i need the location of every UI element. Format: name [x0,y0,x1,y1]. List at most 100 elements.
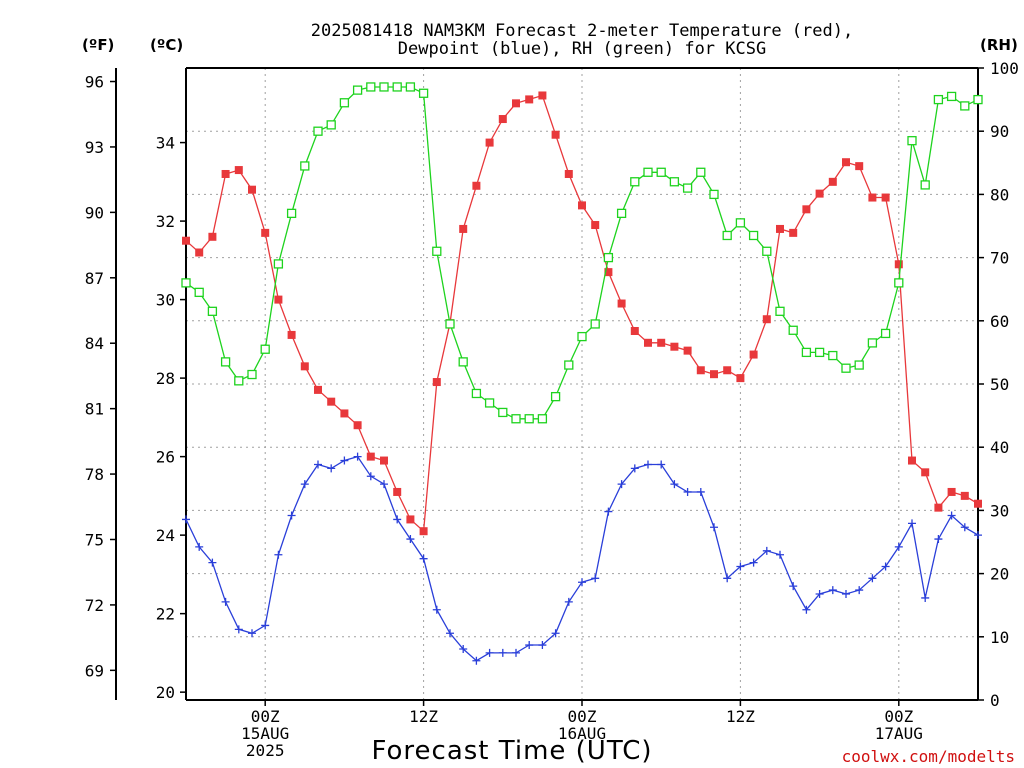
dewpoint-point [366,472,375,481]
x-tick-label: 15AUG [241,724,289,743]
rh-tick-label: 0 [990,691,1000,710]
fahrenheit-tick-label: 78 [85,465,104,484]
fahrenheit-unit-label: (ºF) [82,36,114,54]
temperature-point [300,362,309,371]
rh-point [762,246,772,256]
temperature-point [551,130,560,139]
rh-point [418,88,429,98]
temperature-point [353,421,362,430]
dewpoint-point [802,605,811,614]
temperature-point [842,158,850,167]
rh-point [841,363,851,373]
dewpoint-point [644,460,652,469]
dewpoint-point [696,487,705,496]
rh-point [933,94,944,105]
fahrenheit-tick-label: 87 [85,269,104,288]
dewpoint-point [551,629,560,638]
temperature-point [261,228,270,237]
temperature-point [459,224,468,233]
x-tick-label: 2025 [246,741,285,760]
temperature-point [683,346,692,355]
dewpoint-point [261,621,270,630]
dewpoint-point [274,550,283,559]
x-tick-label: 00Z [251,707,280,726]
dewpoint-point [974,531,982,540]
celsius-axis: 20 22 24 26 28 30 32 34 [156,134,186,702]
temperature-point [604,268,613,277]
dewpoint-point [815,590,824,599]
dewpoint-point [327,464,336,473]
rh-tick-label: 20 [990,565,1009,584]
rh-tick-label: 80 [990,185,1009,204]
dewpoint-point [828,586,837,595]
rh-tick-label: 50 [990,375,1009,394]
dewpoint-point [960,523,969,532]
rh-point [854,360,864,370]
dewpoint-point [498,648,507,657]
celsius-tick-label: 22 [156,605,175,624]
celsius-tick-label: 32 [156,212,175,231]
dewpoint-point [564,597,573,606]
dewpoint-point [248,629,256,638]
temperature-point [908,456,916,465]
rh-point [511,414,521,424]
temperature-point [578,201,586,210]
x-tick-label: 12Z [726,707,755,726]
rh-point [946,91,957,102]
temperature-point [762,315,771,324]
celsius-unit-label: (ºC) [150,36,183,54]
rh-point [286,208,297,219]
temperature-point [670,342,679,351]
temperature-point [776,224,784,233]
celsius-tick-label: 30 [156,291,175,310]
x-tick-label: 00Z [568,707,597,726]
temperature-point [366,452,375,461]
dewpoint-point [287,511,296,520]
dewpoint-point [538,641,547,650]
dewpoint-point [380,480,388,489]
rh-point [788,325,798,335]
rh-point [432,246,442,256]
temperature-point [894,260,903,269]
temperature-point [327,397,336,406]
rh-point [577,331,587,342]
rh-point [722,230,732,241]
dewpoint-point [393,515,402,524]
rh-point [603,252,614,263]
rh-point [220,357,231,367]
rh-point [682,183,693,193]
dewpoint-point [182,515,190,524]
rh-point [696,167,706,177]
dewpoint-point [446,629,454,638]
dewpoint-point [894,542,903,551]
temperature-point [340,409,349,418]
temperature-point [947,487,956,496]
rh-point [458,357,468,367]
dewpoint-point [578,578,586,587]
temperature-point [498,115,507,124]
celsius-tick-label: 20 [156,683,175,702]
temperature-point [274,295,283,304]
celsius-tick-label: 34 [156,134,175,153]
dewpoint-point [723,574,732,583]
rh-point [260,344,270,354]
dewpoint-point [617,480,626,489]
dewpoint-point [340,456,349,465]
dewpoint-point [485,648,494,657]
dewpoint-point [459,644,468,653]
rh-point [643,167,653,177]
dewpoint-point [855,586,864,595]
dewpoint-point [921,593,930,602]
dewpoint-point [842,590,850,599]
dewpoint-point [710,523,718,532]
temperature-point [195,248,204,257]
temperature-point [789,228,798,237]
temperature-point [723,366,732,375]
rh-axis: 0 10 20 30 40 50 60 70 80 90 100 [978,59,1019,710]
temperature-point [538,91,547,100]
fahrenheit-tick-label: 93 [85,138,104,157]
temperature-point [657,338,666,347]
rh-point [801,347,812,358]
chart-title: 2025081418 NAM3KM Forecast 2-meter Tempe… [311,21,853,41]
